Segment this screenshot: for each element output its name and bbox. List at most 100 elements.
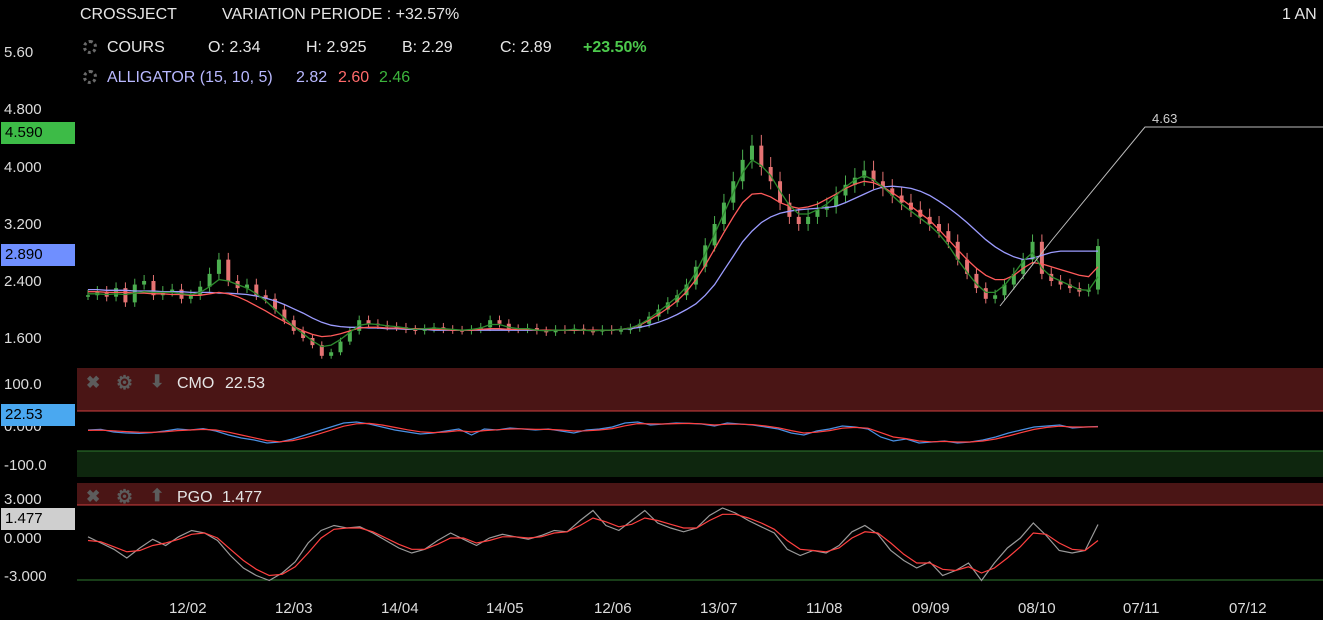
candle-body	[665, 302, 670, 310]
cmo-oversold-zone	[77, 451, 1323, 477]
candle-body	[1058, 281, 1063, 285]
candle-body	[497, 320, 502, 324]
candles	[86, 134, 1100, 359]
close-value: C: 2.89	[500, 39, 552, 56]
candle-body	[759, 145, 764, 167]
candle-body	[329, 352, 334, 356]
pgo-line	[87, 507, 1099, 582]
open-value: O: 2.34	[208, 39, 261, 56]
alligator-jaw-value: 2.82	[296, 69, 328, 86]
change-percent: +23.50%	[583, 39, 647, 56]
candle-body	[460, 330, 465, 332]
candle-body	[170, 289, 175, 292]
gear-icon[interactable]	[83, 70, 97, 84]
candle-body	[86, 295, 90, 297]
candle-body	[291, 320, 296, 331]
cmo-signal-line	[87, 422, 1099, 443]
candle-body	[553, 329, 558, 333]
candle-body	[871, 170, 876, 182]
date-tick: 08/10	[1018, 600, 1056, 617]
candle-body	[207, 273, 212, 287]
candle-body	[1039, 241, 1044, 274]
period-selector[interactable]: 1 AN	[1282, 6, 1317, 23]
cmo-overbought-zone	[77, 368, 1323, 411]
gear-icon[interactable]: ⚙	[116, 487, 134, 508]
trend-line-label: 4.63	[1152, 111, 1177, 126]
date-tick: 14/05	[486, 600, 524, 617]
alligator-lips-line	[88, 159, 1099, 348]
price-tick: 4.800	[4, 101, 42, 118]
candle-body	[740, 159, 745, 182]
cmo-line	[87, 421, 1099, 444]
pgo-signal-line	[87, 513, 1099, 577]
high-price-tag: 4.590	[1, 122, 75, 144]
date-tick: 12/03	[275, 600, 313, 617]
close-icon[interactable]: ✖	[86, 373, 101, 392]
candle-body	[413, 329, 418, 331]
candle-body	[263, 295, 268, 299]
candle-body	[852, 177, 857, 185]
alligator-jaw-line	[88, 185, 1098, 331]
candle-body	[1011, 273, 1016, 285]
pgo-tick: -3.000	[4, 568, 47, 585]
high-value: H: 2.925	[306, 39, 367, 56]
symbol-label: CROSSJECT	[80, 6, 177, 23]
candle-body	[619, 330, 624, 332]
pgo-value: 1.477	[222, 489, 263, 506]
last-price-tag: 2.890	[1, 244, 75, 266]
candle-body	[534, 328, 539, 331]
pgo-overbought-zone	[77, 483, 1323, 505]
candle-body	[749, 145, 754, 160]
candle-body	[226, 259, 231, 281]
pgo-tick: 3.000	[4, 491, 42, 508]
candle-body	[151, 281, 156, 296]
candle-body	[1021, 259, 1026, 274]
date-tick: 12/06	[594, 600, 632, 617]
date-tick: 09/09	[912, 600, 950, 617]
candle-body	[488, 320, 493, 328]
candle-body	[955, 241, 960, 260]
candle-body	[993, 295, 998, 299]
candle-body	[1067, 284, 1072, 289]
gear-icon[interactable]	[83, 40, 97, 54]
candle-body	[796, 216, 801, 224]
date-tick: 07/11	[1123, 600, 1160, 617]
candle-body	[319, 345, 324, 356]
candle-body	[806, 216, 811, 224]
candle-body	[254, 284, 259, 296]
alligator-lips-value: 2.46	[379, 69, 411, 86]
trend-line	[999, 126, 1323, 307]
candle-body	[506, 323, 511, 329]
price-tick: 2.400	[4, 273, 42, 290]
arrow-down-icon[interactable]: ⬇	[150, 372, 165, 391]
price-tick: 4.000	[4, 159, 42, 176]
date-tick: 12/02	[169, 600, 207, 617]
price-tick: 3.200	[4, 216, 42, 233]
alligator-teeth-line	[88, 180, 1099, 338]
candle-body	[656, 309, 661, 317]
candle-body	[244, 284, 249, 289]
cmo-name: CMO	[177, 375, 215, 392]
alligator-label: ALLIGATOR (15, 10, 5)	[107, 69, 273, 86]
candle-body	[843, 184, 848, 196]
candle-body	[1096, 246, 1100, 290]
candle-body	[834, 195, 839, 207]
date-tick: 11/08	[806, 600, 843, 617]
candle-body	[188, 295, 193, 299]
candle-body	[675, 295, 680, 303]
candle-body	[965, 259, 970, 274]
candle-body	[815, 209, 820, 217]
candle-body	[684, 284, 689, 296]
gear-icon[interactable]: ⚙	[116, 373, 134, 394]
candle-body	[768, 167, 773, 182]
candle-body	[983, 288, 988, 299]
candle-body	[338, 341, 343, 353]
candle-body	[282, 309, 287, 321]
pgo-tick: 0.000	[4, 530, 42, 547]
arrow-up-icon[interactable]: ⬆	[150, 486, 165, 505]
close-icon[interactable]: ✖	[86, 487, 101, 506]
candle-body	[544, 330, 549, 333]
candle-body	[693, 266, 698, 285]
candle-body	[216, 259, 221, 274]
